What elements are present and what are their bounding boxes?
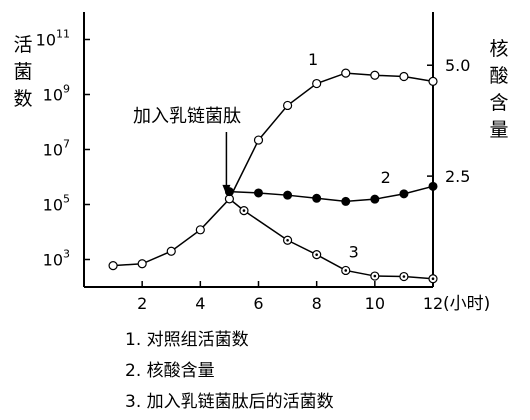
- series-1-point: [137, 259, 147, 269]
- series-3-label: 3: [349, 242, 359, 261]
- series-3-point-dot: [286, 238, 289, 242]
- right-axis-label-char: 含: [489, 92, 509, 114]
- series-3-point-dot: [344, 269, 348, 272]
- series-2-point: [312, 193, 322, 203]
- x-tick-label: 2: [137, 294, 147, 313]
- series-1-line: [113, 72, 434, 267]
- series-1-label: 1: [308, 50, 318, 69]
- x-tick-label: 12: [423, 294, 443, 313]
- annotation-arrow-head: [222, 184, 231, 195]
- series-2-point: [283, 190, 293, 200]
- data-points: [108, 68, 438, 284]
- annotation-text: 加入乳链菌肽: [133, 106, 241, 127]
- axes: [83, 12, 434, 288]
- legend-item-2: 2. 核酸含量: [125, 361, 215, 381]
- series-3-point-dot: [373, 274, 377, 278]
- right-axis-label-char: 酸: [489, 65, 509, 87]
- series-2-point: [341, 196, 351, 206]
- series-2-point: [370, 194, 380, 204]
- right-axis-label: 核 酸 含 量: [488, 36, 510, 144]
- x-tick-label: 6: [253, 294, 263, 313]
- left-axis-label-char: 活: [13, 34, 33, 56]
- series-1-point: [195, 225, 205, 235]
- series-1-point: [253, 135, 264, 145]
- x-tick-label: 10: [365, 294, 385, 313]
- legend-item-1: 1. 对照组活菌数: [125, 330, 249, 350]
- series-3-line: [228, 198, 434, 280]
- x-tick-label: 8: [312, 294, 322, 313]
- series-lines: [113, 72, 434, 280]
- series-3-point-dot: [242, 209, 246, 212]
- y-left-tick-label: 1011: [36, 28, 70, 50]
- series-2-label: 2: [381, 168, 391, 187]
- y-left-tick-label: 107: [43, 138, 70, 160]
- x-axis-label: (小时): [443, 294, 490, 314]
- series-1-point: [166, 246, 176, 256]
- series-3-point-dot: [402, 275, 406, 278]
- y-left-tick-label: 103: [43, 248, 70, 270]
- series-2-point: [254, 188, 263, 198]
- series-2-line: [229, 185, 434, 203]
- left-axis-label-char: 数: [13, 88, 33, 110]
- series-2-point: [428, 181, 438, 191]
- series-3-point-dot: [315, 253, 318, 256]
- left-axis-label: 活 菌 数: [12, 32, 34, 113]
- series-1-point: [108, 261, 118, 271]
- x-tick-label: 4: [195, 294, 205, 313]
- series-1-point: [428, 76, 438, 86]
- series-1-point: [399, 71, 409, 82]
- y-left-tick-label: 109: [43, 83, 70, 105]
- series-2-point: [399, 189, 409, 199]
- right-axis-label-char: 量: [489, 119, 509, 141]
- annotation: 1 2 3 加入乳链菌肽: [133, 50, 391, 261]
- y-left-tick-label: 105: [43, 193, 70, 215]
- right-axis-label-char: 核: [489, 38, 509, 60]
- series-1-point: [341, 68, 351, 78]
- y-right-tick-label: 2.5: [445, 167, 470, 186]
- series-1-point: [312, 78, 322, 89]
- series-3-point-dot: [431, 277, 435, 281]
- legend-item-3: 3. 加入乳链菌肽后的活菌数: [125, 392, 334, 412]
- series-1-point: [282, 100, 293, 111]
- series-1-point: [370, 70, 380, 80]
- left-axis-label-char: 菌: [13, 61, 33, 83]
- y-right-tick-label: 5.0: [445, 56, 470, 75]
